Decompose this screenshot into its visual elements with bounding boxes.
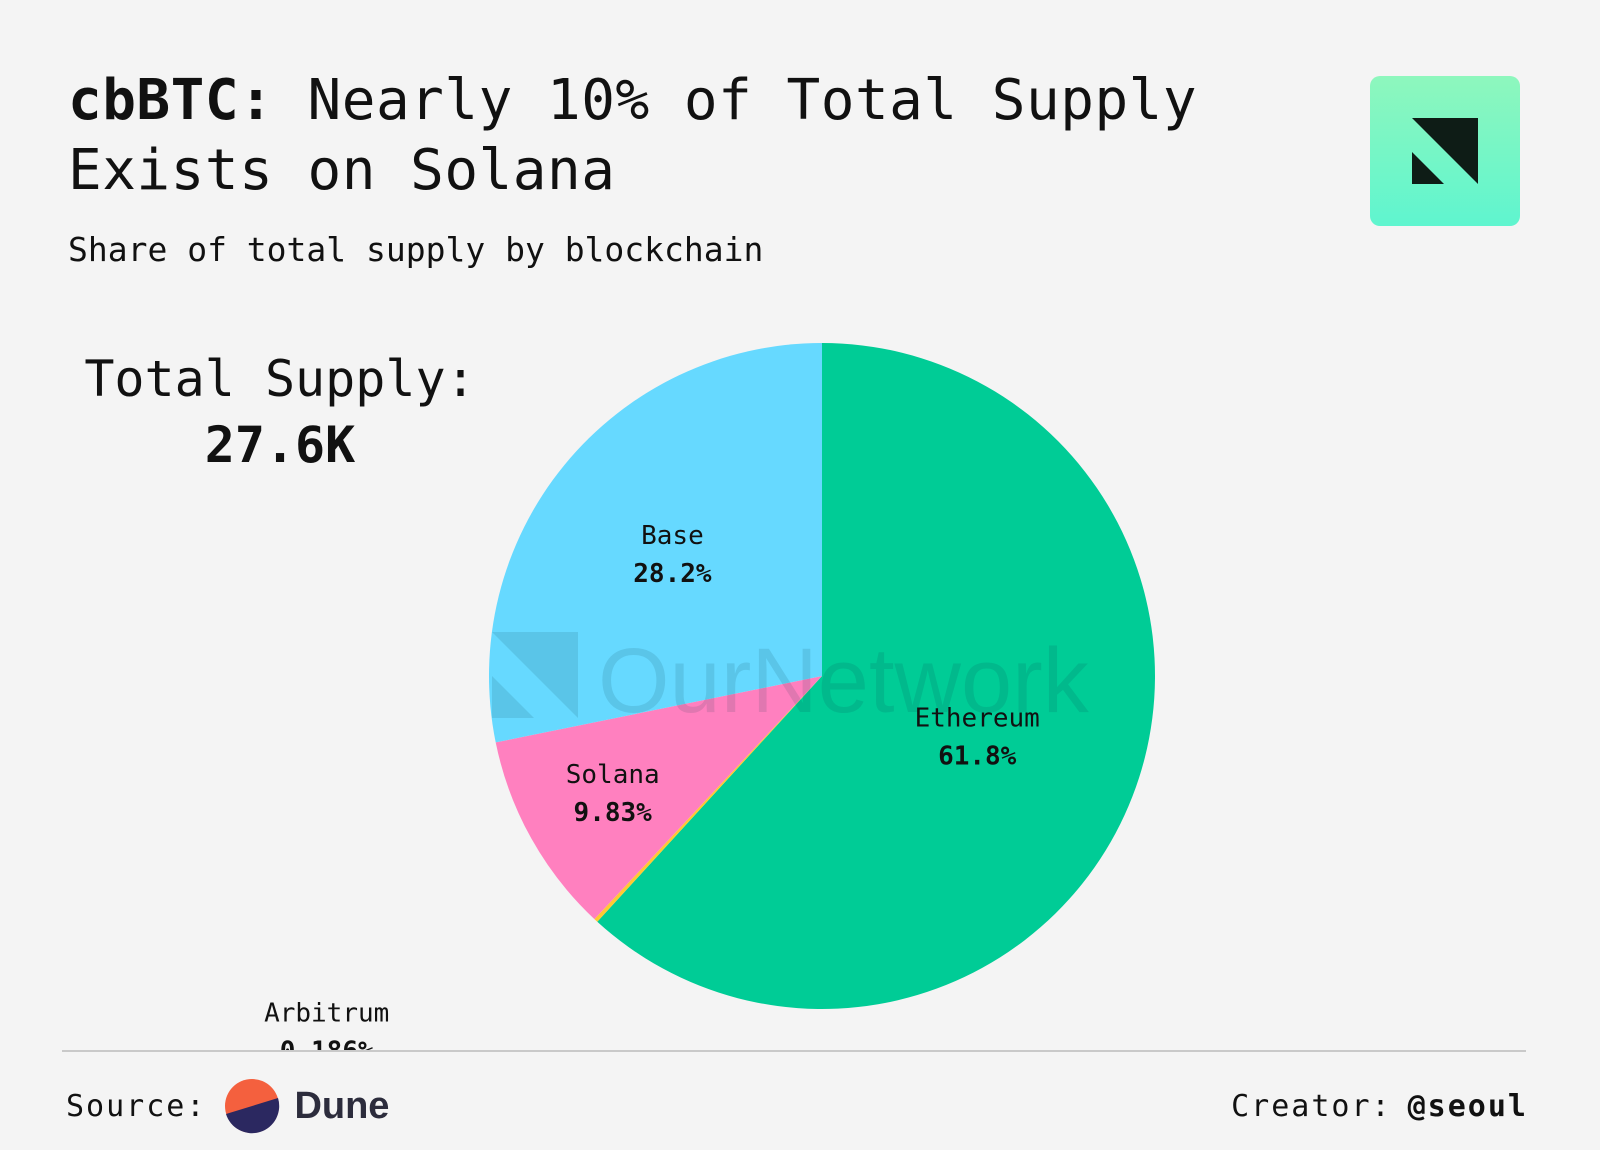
slice-label-arbitrum: Arbitrum	[264, 999, 389, 1029]
total-supply-label: Total Supply:	[84, 350, 476, 408]
dune-logo-icon[interactable]	[224, 1078, 280, 1134]
creator-block: Creator: @seoul	[1231, 1078, 1528, 1134]
pie-slice-base	[488, 343, 822, 743]
watermark-logo-icon-corner	[492, 676, 534, 718]
page-title: cbBTC: Nearly 10% of Total Supply Exists…	[68, 66, 1308, 206]
pie-slice-solana	[495, 676, 822, 920]
page-subtitle: Share of total supply by blockchain	[68, 230, 764, 269]
watermark-text: OurNetwork	[598, 630, 1090, 732]
pie-slice-ethereum	[597, 343, 1155, 1009]
slice-label-ethereum: Ethereum	[915, 703, 1040, 733]
watermark: OurNetwork	[492, 630, 1090, 732]
slice-value-solana: 9.83%	[574, 798, 653, 828]
creator-label: Creator:	[1231, 1088, 1392, 1124]
title-rest: Nearly 10% of Total Supply Exists on Sol…	[68, 68, 1198, 203]
creator-handle[interactable]: @seoul	[1407, 1088, 1528, 1124]
footer-divider	[62, 1050, 1526, 1052]
ournetwork-logo	[1370, 76, 1520, 226]
pie-chart: OurNetwork Ethereum 61.8% Arbitrum 0.186% So…	[264, 343, 1155, 1050]
source-name[interactable]: Dune	[294, 1084, 390, 1127]
source-block: Source: Dune	[66, 1078, 389, 1134]
slice-label-solana: Solana	[566, 760, 660, 790]
pie-slices	[488, 343, 1155, 1009]
source-label: Source:	[66, 1088, 207, 1124]
total-supply-box: Total Supply: 27.6K	[40, 346, 520, 478]
total-supply-value: 27.6K	[204, 416, 356, 474]
title-bold: cbBTC:	[68, 68, 274, 133]
slice-value-arbitrum: 0.186%	[280, 1037, 374, 1050]
pie-slice-arbitrum	[594, 676, 822, 922]
slice-label-base: Base	[641, 521, 704, 551]
slice-value-ethereum: 61.8%	[938, 741, 1017, 771]
slice-value-base: 28.2%	[633, 559, 712, 589]
watermark-logo-icon	[492, 632, 578, 718]
pie-labels: Ethereum 61.8% Arbitrum 0.186% Solana 9.83% Ba…	[264, 521, 1040, 1050]
logo-mark-icon	[1412, 118, 1478, 184]
